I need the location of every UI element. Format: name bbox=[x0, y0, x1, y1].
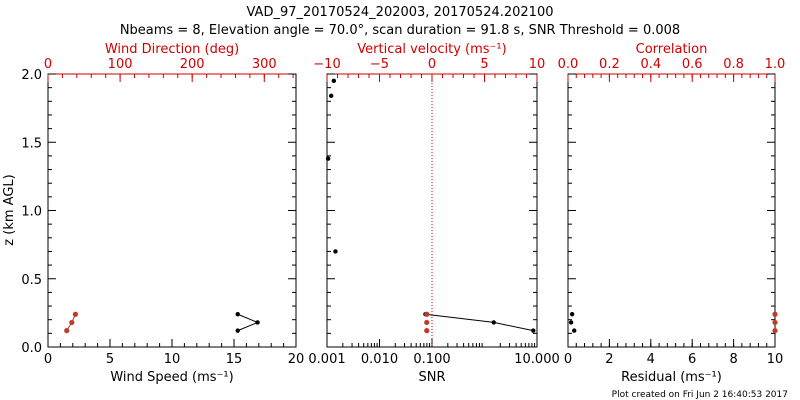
top-tick-label: 0 bbox=[44, 57, 52, 72]
x-tick-label: 2 bbox=[605, 352, 613, 367]
x-tick-label: 0 bbox=[564, 352, 572, 367]
data-point bbox=[64, 328, 70, 334]
x-tick-label: 0 bbox=[44, 352, 52, 367]
data-point bbox=[325, 156, 331, 161]
panel-2: 0.001 0.010 0.100 10.000 −10 −5 0 5 10 Vertical v… bbox=[308, 42, 559, 385]
top-tick-label: 0.2 bbox=[599, 57, 620, 72]
data-point bbox=[772, 311, 778, 317]
x-tick-label: 6 bbox=[688, 352, 696, 367]
top-tick-label: 5 bbox=[480, 57, 488, 72]
data-point bbox=[572, 328, 577, 333]
x-tick-label: 20 bbox=[288, 352, 305, 367]
y-axis-label: z (km AGL) bbox=[2, 174, 17, 245]
y-tick-label: 2.0 bbox=[21, 68, 42, 83]
data-point bbox=[333, 249, 338, 254]
top-tick-label: 300 bbox=[252, 57, 277, 72]
x-tick-label: 4 bbox=[647, 352, 655, 367]
top-axis-label: Wind Direction (deg) bbox=[105, 42, 239, 57]
data-point bbox=[69, 319, 75, 326]
top-tick-label: 0.6 bbox=[682, 57, 703, 72]
x-tick-label: 10 bbox=[767, 352, 784, 367]
top-tick-label: 0 bbox=[428, 57, 436, 72]
figure-title: VAD_97_20170524_202003, 20170524.202100 bbox=[247, 5, 554, 20]
data-point bbox=[235, 312, 240, 317]
data-point bbox=[569, 312, 575, 317]
x-tick-label: 0.010 bbox=[361, 352, 398, 367]
data-point bbox=[772, 328, 778, 334]
plot-frame bbox=[47, 73, 297, 348]
plot-frame bbox=[567, 73, 776, 348]
x-axis-label: SNR bbox=[418, 370, 445, 385]
y-tick-label: 0.0 bbox=[21, 341, 42, 356]
plot-frame bbox=[326, 73, 538, 348]
x-axis-label: Residual (ms⁻¹) bbox=[621, 370, 722, 385]
y-tick-label: 0.5 bbox=[21, 273, 42, 288]
top-tick-label: 100 bbox=[108, 57, 133, 72]
top-tick-label: 0.0 bbox=[558, 57, 579, 72]
top-axis-label: Vertical velocity (ms⁻¹) bbox=[357, 42, 506, 57]
data-point bbox=[568, 320, 574, 325]
x-tick-label: 5 bbox=[106, 352, 114, 367]
series-line bbox=[425, 313, 534, 332]
data-point bbox=[331, 78, 337, 84]
panel-3: 0 2 4 6 8 10 0.0 0.2 0.4 0.6 0.8 1.0 Correlation Resi… bbox=[558, 42, 786, 385]
top-tick-label: 200 bbox=[180, 57, 205, 72]
figure-subtitle: Nbeams = 8, Elevation angle = 70.0°, sca… bbox=[120, 23, 680, 38]
data-point bbox=[255, 320, 260, 325]
data-point bbox=[72, 311, 78, 317]
data-point bbox=[772, 319, 778, 326]
x-tick-label: 10.000 bbox=[514, 352, 560, 367]
top-tick-label: −10 bbox=[313, 57, 340, 72]
plot-footer: Plot created on Fri Jun 2 16:40:53 2017 bbox=[612, 390, 788, 400]
data-point bbox=[424, 319, 430, 326]
x-tick-label: 8 bbox=[729, 352, 737, 367]
x-tick-label: 15 bbox=[226, 352, 243, 367]
top-axis-label: Correlation bbox=[636, 42, 708, 57]
x-tick-label: 10 bbox=[164, 352, 181, 367]
x-axis-label: Wind Speed (ms⁻¹) bbox=[110, 370, 233, 385]
data-point bbox=[424, 328, 430, 334]
data-point bbox=[424, 311, 430, 317]
data-point bbox=[491, 320, 496, 325]
x-tick-label: 0.001 bbox=[308, 352, 345, 367]
data-point bbox=[531, 328, 536, 333]
top-tick-label: 1.0 bbox=[765, 57, 786, 72]
top-tick-label: 10 bbox=[529, 57, 546, 72]
y-tick-label: 1.0 bbox=[21, 205, 42, 220]
top-tick-label: −5 bbox=[370, 57, 389, 72]
data-point bbox=[328, 93, 334, 99]
top-tick-label: 0.8 bbox=[723, 57, 744, 72]
x-tick-label: 0.100 bbox=[413, 352, 450, 367]
top-tick-label: 0.4 bbox=[640, 57, 661, 72]
series-line bbox=[237, 313, 259, 332]
y-tick-label: 1.5 bbox=[21, 136, 42, 151]
data-point bbox=[235, 328, 240, 333]
